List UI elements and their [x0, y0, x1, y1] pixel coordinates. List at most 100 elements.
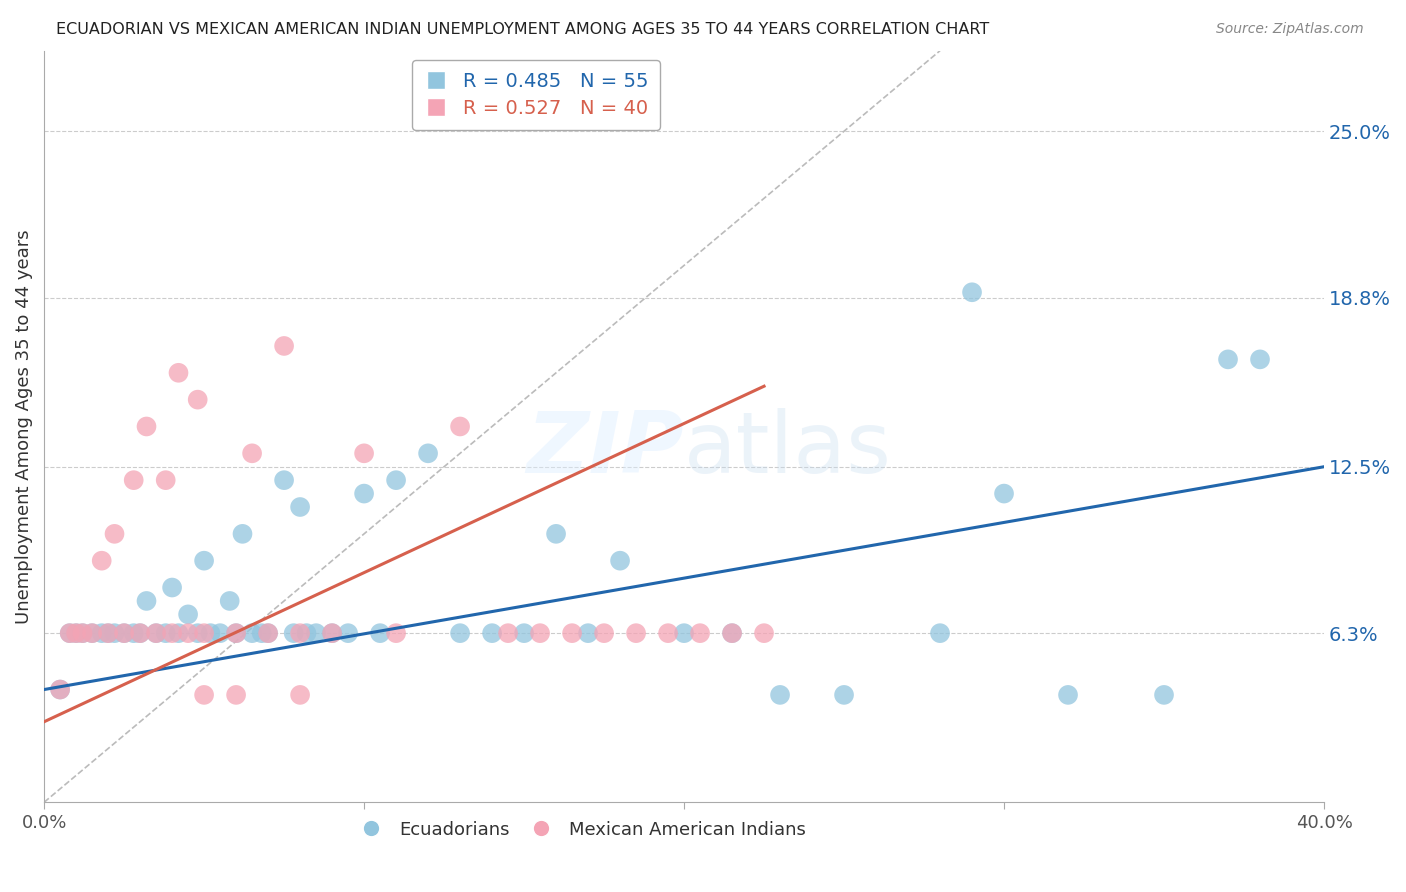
Point: [544, 526, 567, 541]
Point: [288, 500, 311, 514]
Point: [122, 626, 145, 640]
Point: [721, 626, 744, 640]
Point: [177, 607, 200, 622]
Point: [689, 626, 711, 640]
Point: [240, 446, 263, 460]
Point: [65, 626, 87, 640]
Text: Source: ZipAtlas.com: Source: ZipAtlas.com: [1216, 22, 1364, 37]
Point: [273, 339, 295, 353]
Text: atlas: atlas: [685, 408, 891, 491]
Point: [160, 626, 183, 640]
Point: [129, 626, 152, 640]
Point: [90, 554, 112, 568]
Point: [49, 682, 72, 697]
Point: [135, 419, 157, 434]
Point: [416, 446, 439, 460]
Point: [65, 626, 87, 640]
Point: [103, 526, 125, 541]
Point: [155, 473, 177, 487]
Point: [72, 626, 94, 640]
Point: [155, 626, 177, 640]
Point: [283, 626, 305, 640]
Point: [167, 366, 190, 380]
Text: ZIP: ZIP: [526, 408, 685, 491]
Point: [225, 688, 247, 702]
Point: [240, 626, 263, 640]
Point: [752, 626, 775, 640]
Point: [385, 626, 408, 640]
Point: [385, 473, 408, 487]
Point: [449, 626, 471, 640]
Point: [353, 446, 375, 460]
Point: [321, 626, 343, 640]
Point: [177, 626, 200, 640]
Point: [200, 626, 222, 640]
Point: [769, 688, 792, 702]
Y-axis label: Unemployment Among Ages 35 to 44 years: Unemployment Among Ages 35 to 44 years: [15, 229, 32, 624]
Point: [993, 486, 1015, 500]
Point: [353, 486, 375, 500]
Point: [321, 626, 343, 640]
Point: [103, 626, 125, 640]
Point: [1057, 688, 1080, 702]
Point: [49, 682, 72, 697]
Point: [231, 526, 253, 541]
Point: [481, 626, 503, 640]
Point: [59, 626, 82, 640]
Point: [82, 626, 104, 640]
Point: [225, 626, 247, 640]
Point: [122, 473, 145, 487]
Point: [1153, 688, 1175, 702]
Point: [97, 626, 120, 640]
Point: [145, 626, 167, 640]
Point: [288, 688, 311, 702]
Point: [593, 626, 616, 640]
Point: [929, 626, 952, 640]
Point: [624, 626, 647, 640]
Point: [72, 626, 94, 640]
Point: [250, 626, 273, 640]
Point: [657, 626, 679, 640]
Point: [496, 626, 519, 640]
Point: [90, 626, 112, 640]
Point: [218, 594, 240, 608]
Point: [187, 392, 209, 407]
Point: [960, 285, 983, 300]
Point: [112, 626, 135, 640]
Point: [135, 594, 157, 608]
Point: [257, 626, 280, 640]
Point: [513, 626, 536, 640]
Point: [187, 626, 209, 640]
Point: [193, 688, 215, 702]
Point: [97, 626, 120, 640]
Point: [145, 626, 167, 640]
Point: [273, 473, 295, 487]
Point: [1216, 352, 1239, 367]
Point: [82, 626, 104, 640]
Point: [160, 581, 183, 595]
Point: [305, 626, 328, 640]
Point: [193, 554, 215, 568]
Point: [129, 626, 152, 640]
Point: [295, 626, 318, 640]
Point: [673, 626, 696, 640]
Point: [609, 554, 631, 568]
Point: [337, 626, 360, 640]
Legend: Ecuadorians, Mexican American Indians: Ecuadorians, Mexican American Indians: [350, 814, 813, 846]
Point: [209, 626, 232, 640]
Point: [576, 626, 599, 640]
Point: [59, 626, 82, 640]
Point: [225, 626, 247, 640]
Point: [832, 688, 855, 702]
Point: [368, 626, 391, 640]
Point: [288, 626, 311, 640]
Point: [193, 626, 215, 640]
Point: [561, 626, 583, 640]
Point: [167, 626, 190, 640]
Point: [257, 626, 280, 640]
Text: ECUADORIAN VS MEXICAN AMERICAN INDIAN UNEMPLOYMENT AMONG AGES 35 TO 44 YEARS COR: ECUADORIAN VS MEXICAN AMERICAN INDIAN UN…: [56, 22, 990, 37]
Point: [1249, 352, 1271, 367]
Point: [529, 626, 551, 640]
Point: [449, 419, 471, 434]
Point: [112, 626, 135, 640]
